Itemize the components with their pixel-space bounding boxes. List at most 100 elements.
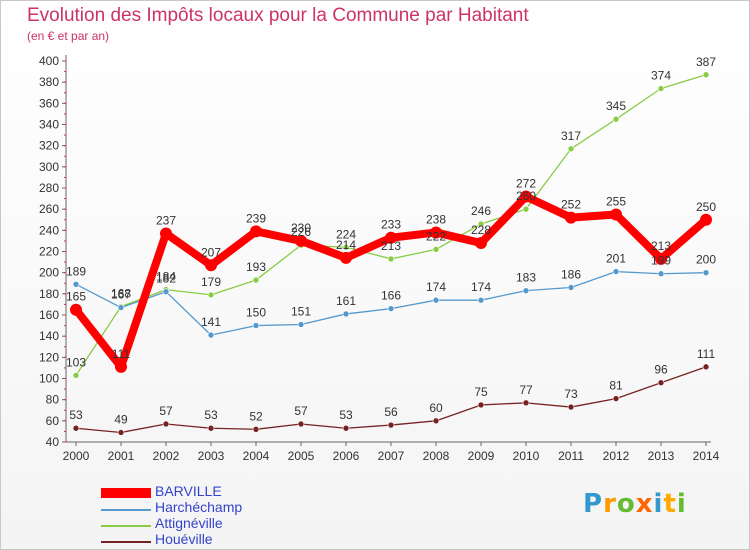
data-label: 53 <box>204 408 218 422</box>
x-tick-label: 2000 <box>63 449 90 463</box>
data-label: 161 <box>336 294 356 308</box>
data-label: 166 <box>381 289 401 303</box>
data-label: 193 <box>246 260 266 274</box>
y-tick-label: 260 <box>39 202 59 216</box>
data-point <box>385 231 397 244</box>
data-label: 111 <box>112 347 131 361</box>
data-point <box>520 190 532 203</box>
data-label: 53 <box>339 408 353 422</box>
data-label: 56 <box>384 405 398 419</box>
y-tick-label: 200 <box>39 266 59 280</box>
data-label: 207 <box>201 245 221 259</box>
data-point <box>70 303 82 316</box>
data-label: 151 <box>291 305 311 319</box>
data-point <box>612 115 620 123</box>
data-label: 53 <box>69 408 83 422</box>
data-label: 226 <box>291 225 311 239</box>
data-label: 174 <box>426 280 446 294</box>
data-label: 60 <box>429 401 443 415</box>
data-label: 224 <box>336 227 356 241</box>
y-tick-label: 60 <box>46 414 60 428</box>
data-point <box>522 287 530 294</box>
x-tick-label: 2005 <box>288 449 315 463</box>
x-tick-label: 2009 <box>468 449 495 463</box>
y-tick-label: 400 <box>39 54 59 68</box>
x-tick-label: 2008 <box>423 449 450 463</box>
data-point <box>700 213 712 226</box>
data-label: 230 <box>291 221 311 235</box>
data-point <box>387 255 395 263</box>
data-point <box>612 268 620 275</box>
chart-subtitle: (en € et par an) <box>27 29 110 43</box>
data-label: 250 <box>696 200 716 214</box>
data-label: 184 <box>156 270 176 284</box>
data-label: 237 <box>156 214 176 228</box>
data-point <box>702 363 710 371</box>
data-point <box>295 234 307 247</box>
data-label: 167 <box>111 288 131 302</box>
y-tick-label: 320 <box>39 139 59 153</box>
y-tick-label: 100 <box>39 372 59 386</box>
data-label: 201 <box>606 252 626 266</box>
data-point <box>702 71 710 79</box>
logo-letter: P <box>583 489 604 519</box>
data-point <box>702 269 710 276</box>
legend-swatch-houeville <box>101 541 151 543</box>
logo-letter: x <box>635 489 654 519</box>
y-tick-label: 40 <box>46 435 60 449</box>
legend-swatch-attigneville <box>101 525 151 527</box>
x-tick-label: 2001 <box>108 449 135 463</box>
proxiti-logo: Proxiti <box>583 489 687 519</box>
data-point <box>252 322 260 329</box>
y-tick-label: 120 <box>39 350 59 364</box>
y-tick-label: 140 <box>39 329 59 343</box>
data-label: 96 <box>654 363 668 377</box>
data-point <box>342 243 350 251</box>
x-tick-label: 2010 <box>513 449 540 463</box>
data-point <box>432 246 440 253</box>
data-label: 239 <box>246 211 266 225</box>
data-point <box>657 270 665 278</box>
data-point <box>477 220 485 228</box>
data-label: 222 <box>426 229 446 243</box>
data-point <box>522 399 530 407</box>
x-tick-label: 2003 <box>198 449 225 463</box>
y-tick-label: 340 <box>39 118 59 132</box>
data-point <box>567 403 575 411</box>
x-tick-label: 2006 <box>333 449 360 463</box>
x-tick-label: 2011 <box>558 449 584 463</box>
data-label: 387 <box>696 55 716 69</box>
data-label: 81 <box>609 379 623 393</box>
y-tick-label: 280 <box>39 181 59 195</box>
data-point <box>117 429 125 436</box>
logo-letter: t <box>663 489 677 519</box>
data-point <box>252 425 260 433</box>
data-label: 182 <box>156 272 176 286</box>
data-point <box>612 395 620 402</box>
data-point <box>567 284 575 291</box>
data-label: 103 <box>66 355 86 369</box>
data-label: 374 <box>651 69 671 83</box>
data-point <box>297 420 305 428</box>
logo-letter: r <box>603 489 617 519</box>
data-label: 183 <box>516 271 536 285</box>
data-label: 317 <box>561 129 581 143</box>
data-point <box>477 296 485 304</box>
legend-swatch-harchechamp <box>101 509 151 511</box>
legend-label-houeville: Houéville <box>155 531 213 547</box>
x-tick-label: 2014 <box>693 449 720 463</box>
data-point <box>475 237 487 250</box>
data-label: 49 <box>114 412 128 426</box>
data-label: 252 <box>561 198 581 212</box>
logo-letter: i <box>653 489 664 519</box>
legend-label-barville: BARVILLE <box>155 483 222 499</box>
chart-title: Evolution des Impôts locaux pour la Comm… <box>27 5 529 26</box>
data-label: 200 <box>696 253 716 267</box>
x-tick-label: 2004 <box>243 449 270 463</box>
data-point <box>72 424 80 432</box>
data-point <box>432 417 440 425</box>
data-label: 228 <box>471 223 491 237</box>
data-label: 168 <box>111 287 131 301</box>
data-point <box>567 145 575 153</box>
data-point <box>387 305 395 312</box>
